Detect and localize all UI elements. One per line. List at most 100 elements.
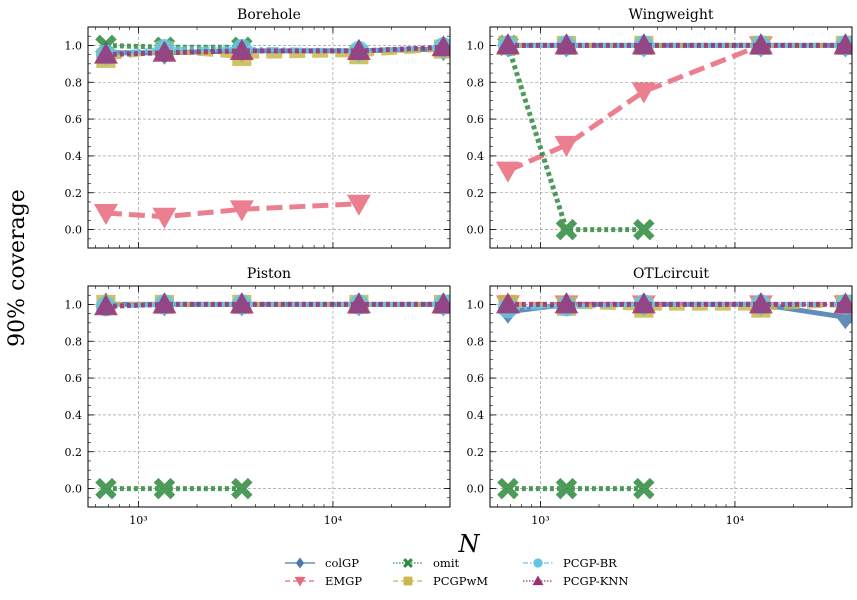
point-PCGPKNN — [554, 292, 579, 314]
series-group — [495, 292, 852, 500]
legend-label: PCGPwM — [433, 574, 488, 588]
legend-entry-omit: omit — [393, 556, 460, 570]
plot-area — [490, 27, 852, 248]
legend-label: EMGP — [325, 574, 362, 588]
series-omit — [497, 477, 655, 500]
x-tick-label: 10⁴ — [726, 514, 745, 527]
point-PCGPKNN — [93, 294, 118, 316]
y-tick-label: 0.8 — [65, 335, 83, 348]
y-tick-label: 1.0 — [65, 298, 83, 311]
point-omit — [633, 477, 655, 500]
y-tick-label: 0.2 — [65, 446, 83, 459]
plot-frame — [87, 285, 451, 508]
x-tick-label: 10³ — [129, 514, 147, 527]
y-tick-label: 0.6 — [65, 113, 83, 126]
point-omit — [497, 477, 519, 500]
legend-marker — [532, 575, 544, 586]
y-tick-label: 1.0 — [467, 39, 485, 52]
series-EMGP — [93, 194, 371, 229]
chart-panel-3: 0.0 0.2 0.4 0.6 0.8 1.0 10³ 10⁴ Piston — [65, 266, 451, 527]
series-group — [93, 292, 450, 500]
legend-marker — [403, 558, 413, 568]
y-tick-label: 0.0 — [65, 483, 83, 496]
legend-entry-colGP: colGP — [285, 556, 359, 570]
point-EMGP — [495, 161, 520, 183]
point-EMGP — [152, 207, 177, 229]
series-line-EMGP — [506, 43, 762, 173]
series-line-omit — [505, 44, 644, 233]
y-tick-label: 0.8 — [467, 335, 485, 348]
point-PCGPKNN — [748, 292, 773, 314]
series-EMGP — [495, 36, 773, 183]
legend-label: PCGP-BR — [563, 556, 617, 570]
point-PCGPKNN — [495, 33, 520, 55]
legend-marker — [295, 557, 305, 569]
chart-panel-2: 0.0 0.2 0.4 0.6 0.8 1.0 Wingweight — [467, 7, 853, 249]
y-tick-label: 0.8 — [65, 76, 83, 89]
chart-panels: 0.00.20.40.60.81.0Borehole0.00.20.40.60.… — [65, 7, 853, 527]
panel-title: OTLcircuit — [633, 266, 709, 282]
legend-entry-PCGPwM: PCGPwM — [393, 574, 488, 588]
y-tick-label: 0.6 — [467, 372, 485, 385]
point-PCGPKNN — [431, 35, 450, 57]
point-PCGPKNN — [346, 38, 371, 60]
plot-frame — [87, 26, 451, 249]
plot-frame — [489, 285, 853, 508]
y-tick-label: 0.0 — [65, 224, 83, 237]
legend-marker — [403, 576, 413, 586]
point-PCGPKNN — [495, 292, 520, 314]
series-PCGPKNN — [93, 35, 450, 64]
legend-entry-EMGP: EMGP — [285, 574, 362, 588]
y-tick-label: 1.0 — [467, 298, 485, 311]
point-omit — [153, 477, 176, 500]
point-PCGPKNN — [93, 42, 118, 64]
point-omit — [555, 218, 578, 241]
legend-label: PCGP-KNN — [563, 574, 628, 588]
panel-title: Borehole — [237, 7, 301, 23]
point-EMGP — [93, 204, 118, 226]
y-tick-label: 0.4 — [65, 409, 83, 422]
point-PCGPKNN — [229, 38, 254, 60]
series-line-PCGPwM — [105, 46, 444, 61]
point-PCGPKNN — [229, 292, 254, 314]
point-PCGPKNN — [631, 33, 656, 55]
point-PCGPKNN — [152, 292, 177, 314]
legend-label: omit — [433, 556, 460, 570]
series-omit — [95, 477, 253, 500]
point-PCGPKNN — [833, 33, 852, 55]
point-PCGPKNN — [631, 292, 656, 314]
point-omit — [633, 218, 655, 241]
point-omit — [95, 477, 117, 500]
point-PCGPKNN — [554, 33, 579, 55]
y-tick-label: 0.2 — [467, 446, 485, 459]
point-EMGP — [346, 194, 371, 216]
y-tick-label: 0.2 — [65, 187, 83, 200]
legend-entry-PCGPKNN: PCGP-KNN — [523, 574, 628, 588]
y-tick-label: 1.0 — [65, 39, 83, 52]
point-PCGPKNN — [833, 292, 852, 314]
x-tick-label: 10³ — [531, 514, 549, 527]
series-group — [93, 34, 450, 229]
plot-frame — [489, 26, 853, 249]
legend-marker — [533, 558, 543, 568]
figure-ylabel: 90% coverage — [5, 189, 30, 347]
series-PCGPKNN — [495, 33, 852, 55]
chart-panel-1: 0.0 0.2 0.4 0.6 0.8 1.0 Borehole — [65, 7, 451, 249]
y-tick-label: 0.6 — [65, 372, 83, 385]
point-omit — [555, 477, 578, 500]
point-EMGP — [554, 135, 579, 157]
figure-xlabel: N — [458, 530, 481, 558]
point-PCGPKNN — [431, 292, 450, 314]
point-EMGP — [229, 200, 254, 222]
y-tick-label: 0.4 — [467, 150, 485, 163]
plot-area — [88, 27, 450, 248]
point-omit — [231, 477, 253, 500]
panel-title: Piston — [247, 266, 291, 282]
legend-marker — [294, 576, 306, 587]
y-tick-label: 0.4 — [467, 409, 485, 422]
legend-label: colGP — [325, 556, 359, 570]
x-tick-label: 10⁴ — [324, 514, 343, 527]
chart-panel-4: 0.0 0.2 0.4 0.6 0.8 1.0 10³ 10⁴ OTLcircuit — [467, 266, 853, 527]
y-tick-label: 0.2 — [467, 187, 485, 200]
